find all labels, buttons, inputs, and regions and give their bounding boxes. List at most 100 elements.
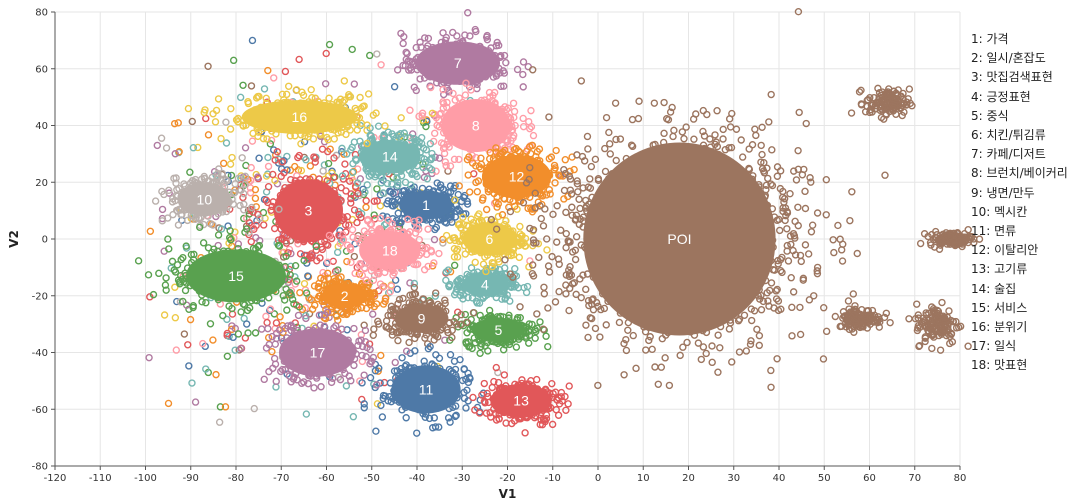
scatter-point: [264, 182, 273, 191]
scatter-point: [482, 205, 491, 214]
scatter-point: [373, 185, 381, 193]
scatter-point: [363, 283, 371, 291]
scatter-point: [302, 156, 310, 164]
scatter-point: [410, 279, 419, 288]
scatter-point: [366, 51, 374, 60]
scatter-point: [269, 146, 278, 154]
scatter-point: [362, 203, 370, 211]
scatter-point: [384, 289, 393, 297]
scatter-point: [168, 257, 177, 266]
scatter-point: [164, 399, 173, 408]
scatter-point: [420, 357, 428, 365]
scatter-point: [270, 224, 279, 233]
scatter-point: [260, 221, 268, 229]
scatter-point: [144, 271, 153, 279]
scatter-point: [411, 220, 419, 229]
scatter-point: [476, 349, 484, 357]
scatter-point: [269, 170, 277, 179]
scatter-point: [464, 293, 472, 302]
scatter-point: [189, 143, 198, 152]
scatter-point: [294, 311, 303, 320]
scatter-point: [464, 9, 472, 17]
scatter-point: [270, 74, 278, 82]
scatter-point: [536, 318, 544, 326]
scatter-point: [378, 413, 387, 421]
scatter-point: [272, 319, 281, 327]
scatter-point: [134, 257, 143, 265]
scatter-point: [227, 171, 236, 180]
scatter-point: [271, 156, 279, 164]
scatter-point: [552, 146, 560, 155]
scatter-point: [202, 365, 210, 373]
scatter-point: [507, 283, 516, 291]
scatter-point: [347, 194, 355, 203]
scatter-point: [198, 298, 206, 306]
scatter-point: [330, 135, 338, 143]
scatter-point: [306, 162, 315, 170]
scatter-point: [260, 85, 269, 93]
scatter-point: [199, 239, 208, 247]
scatter-point: [431, 225, 439, 234]
scatter-point: [462, 404, 470, 412]
scatter-point: [439, 239, 447, 247]
scatter-point: [439, 29, 447, 37]
scatter-point: [439, 235, 447, 244]
scatter-point: [214, 95, 223, 103]
scatter-point: [322, 259, 331, 268]
scatter-point: [349, 413, 358, 421]
scatter-point: [226, 160, 235, 168]
scatter-point: [282, 239, 291, 247]
scatter-point: [501, 294, 510, 302]
scatter-point: [544, 342, 552, 351]
scatter-point: [157, 134, 166, 142]
scatter-point: [542, 332, 550, 340]
scatter-point: [339, 175, 348, 183]
scatter-point: [264, 162, 273, 171]
scatter-point: [519, 83, 527, 91]
scatter-point: [480, 379, 488, 388]
scatter-point: [250, 404, 258, 413]
scatter-point: [328, 169, 336, 177]
scatter-point: [465, 188, 474, 196]
scatter-point: [330, 173, 338, 182]
scatter-point: [348, 45, 356, 54]
scatter-point: [188, 379, 196, 387]
scatter-point: [248, 137, 257, 145]
scatter-point: [229, 56, 238, 65]
scatter-point: [174, 119, 182, 127]
scatter-point: [238, 154, 246, 162]
scatter-point: [145, 353, 153, 362]
scatter-point: [500, 371, 509, 379]
scatter-point: [171, 314, 180, 322]
scatter-point: [146, 227, 155, 235]
scatter-point: [186, 315, 195, 324]
scatter-point: [450, 155, 459, 164]
scatter-point: [264, 153, 272, 162]
scatter-point: [461, 310, 470, 319]
scatter-point: [271, 340, 279, 348]
scatter-point: [217, 134, 225, 143]
scatter-point: [394, 209, 402, 217]
scatter-point: [406, 106, 414, 114]
scatter-point: [223, 329, 231, 338]
scatter-point: [469, 393, 477, 402]
scatter-point: [399, 39, 407, 48]
scatter-point: [533, 375, 541, 384]
scatter-point: [442, 268, 450, 276]
scatter-point: [307, 254, 316, 262]
scatter-point: [236, 201, 244, 210]
scatter-point: [284, 82, 293, 90]
scatter-point: [286, 175, 295, 184]
scatter-point: [367, 290, 375, 299]
scatter-point: [245, 210, 254, 218]
scatter-point: [516, 222, 524, 231]
scatter-point: [439, 185, 448, 194]
scatter-point: [337, 183, 345, 192]
scatter-point: [354, 304, 362, 313]
scatter-point: [362, 197, 370, 205]
scatter-point: [296, 288, 304, 297]
scatter-point: [354, 207, 363, 216]
scatter-point: [543, 246, 551, 254]
scatter-point: [247, 82, 256, 90]
scatter-point: [254, 210, 262, 219]
